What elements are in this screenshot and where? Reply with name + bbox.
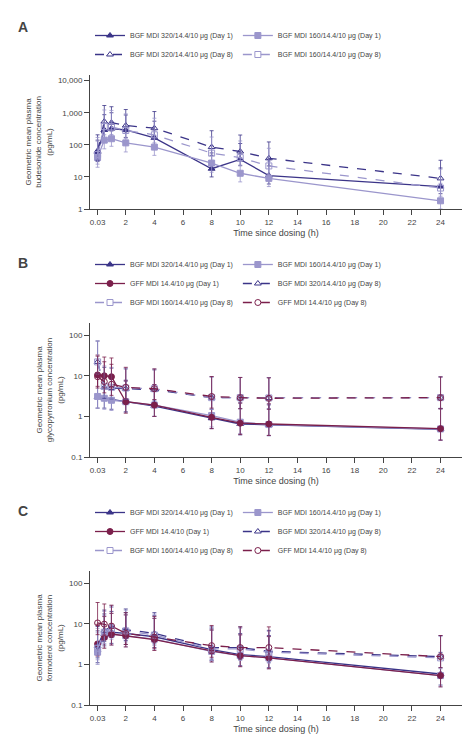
svg-text:0.03: 0.03 xyxy=(90,218,106,227)
svg-text:1,000: 1,000 xyxy=(62,109,83,118)
svg-text:100: 100 xyxy=(69,579,83,588)
svg-text:Geometric mean plasmaglycopyrr: Geometric mean plasmaglycopyrronium conc… xyxy=(35,338,65,443)
svg-text:6: 6 xyxy=(181,714,186,723)
svg-text:6: 6 xyxy=(181,218,186,227)
svg-text:0.1: 0.1 xyxy=(71,453,83,462)
svg-text:14: 14 xyxy=(293,714,302,723)
svg-text:8: 8 xyxy=(209,218,214,227)
svg-text:18: 18 xyxy=(350,466,359,475)
svg-text:10: 10 xyxy=(73,372,82,381)
svg-text:4: 4 xyxy=(152,714,157,723)
svg-text:Time since dosing (h): Time since dosing (h) xyxy=(233,724,319,734)
svg-text:GFF MDI 14.4/10 (Day 1): GFF MDI 14.4/10 (Day 1) xyxy=(130,528,209,536)
svg-text:GFF MDI 14.4/10 μg (Day 8): GFF MDI 14.4/10 μg (Day 8) xyxy=(278,299,367,307)
svg-text:BGF MDI 160/14.4/10 μg (Day 8): BGF MDI 160/14.4/10 μg (Day 8) xyxy=(278,51,381,59)
svg-text:10: 10 xyxy=(236,714,245,723)
svg-text:20: 20 xyxy=(379,714,388,723)
svg-text:12: 12 xyxy=(264,714,273,723)
svg-text:16: 16 xyxy=(322,466,331,475)
svg-text:BGF MDI 160/14.4/10 μg (Day 8): BGF MDI 160/14.4/10 μg (Day 8) xyxy=(130,547,233,555)
svg-text:16: 16 xyxy=(322,714,331,723)
svg-text:18: 18 xyxy=(350,218,359,227)
svg-text:16: 16 xyxy=(322,218,331,227)
svg-text:24: 24 xyxy=(436,466,445,475)
svg-text:2: 2 xyxy=(124,714,129,723)
svg-text:1: 1 xyxy=(78,205,83,214)
svg-text:BGF MDI 160/14.4/10 μg (Day 8): BGF MDI 160/14.4/10 μg (Day 8) xyxy=(130,299,233,307)
svg-text:100: 100 xyxy=(69,141,83,150)
svg-text:Time since dosing (h): Time since dosing (h) xyxy=(233,228,319,238)
svg-text:10: 10 xyxy=(73,173,82,182)
svg-text:24: 24 xyxy=(436,714,445,723)
svg-text:BGF MDI 160/14.4/10 μg (Day 1): BGF MDI 160/14.4/10 μg (Day 1) xyxy=(278,261,381,269)
svg-text:0.1: 0.1 xyxy=(71,701,83,710)
svg-text:100: 100 xyxy=(69,331,83,340)
svg-text:18: 18 xyxy=(350,714,359,723)
svg-text:14: 14 xyxy=(293,466,302,475)
svg-text:10: 10 xyxy=(236,218,245,227)
svg-text:20: 20 xyxy=(379,218,388,227)
svg-text:12: 12 xyxy=(264,218,273,227)
svg-text:BGF MDI 320/14.4/10 μg (Day 1): BGF MDI 320/14.4/10 μg (Day 1) xyxy=(130,509,233,517)
svg-text:12: 12 xyxy=(264,466,273,475)
svg-text:10: 10 xyxy=(236,466,245,475)
svg-text:2: 2 xyxy=(124,466,129,475)
svg-text:1: 1 xyxy=(78,412,83,421)
svg-text:C: C xyxy=(18,503,28,519)
svg-text:22: 22 xyxy=(407,714,416,723)
svg-text:BGF MDI 320/14.4/10 μg (Day 8): BGF MDI 320/14.4/10 μg (Day 8) xyxy=(278,528,381,536)
svg-text:14: 14 xyxy=(293,218,302,227)
svg-text:GFF MDI 14.4/10 μg (Day 1): GFF MDI 14.4/10 μg (Day 1) xyxy=(130,280,219,288)
svg-text:1: 1 xyxy=(78,660,83,669)
svg-text:22: 22 xyxy=(407,466,416,475)
svg-text:22: 22 xyxy=(407,218,416,227)
svg-text:BGF MDI 320/14.4/10 μg (Day 1): BGF MDI 320/14.4/10 μg (Day 1) xyxy=(130,261,233,269)
svg-text:Geometric mean plasmaformotero: Geometric mean plasmaformoterol concentr… xyxy=(35,594,65,682)
svg-text:BGF MDI 320/14.4/10 μg (Day 8): BGF MDI 320/14.4/10 μg (Day 8) xyxy=(278,280,381,288)
svg-text:10: 10 xyxy=(73,620,82,629)
svg-text:B: B xyxy=(18,255,28,271)
svg-text:BGF MDI 160/14.4/10 μg (Day 1): BGF MDI 160/14.4/10 μg (Day 1) xyxy=(278,32,381,40)
svg-text:Geometric mean plasmabudesonid: Geometric mean plasmabudesonide concentr… xyxy=(24,96,54,188)
svg-text:8: 8 xyxy=(209,714,214,723)
svg-text:BGF MDI 320/14.4/10 μg (Day 8): BGF MDI 320/14.4/10 μg (Day 8) xyxy=(130,51,233,59)
svg-text:10,000: 10,000 xyxy=(58,76,83,85)
svg-text:6: 6 xyxy=(181,466,186,475)
svg-text:0.03: 0.03 xyxy=(90,714,106,723)
svg-text:8: 8 xyxy=(209,466,214,475)
svg-text:GFF MDI 14.4/10 μg (Day 8): GFF MDI 14.4/10 μg (Day 8) xyxy=(278,547,367,555)
svg-text:24: 24 xyxy=(436,218,445,227)
svg-text:20: 20 xyxy=(379,466,388,475)
svg-text:4: 4 xyxy=(152,218,157,227)
svg-text:A: A xyxy=(18,19,28,35)
svg-text:4: 4 xyxy=(152,466,157,475)
svg-text:BGF MDI 320/14.4/10 μg (Day 1): BGF MDI 320/14.4/10 μg (Day 1) xyxy=(130,32,233,40)
svg-text:Time since dosing (h): Time since dosing (h) xyxy=(233,476,319,486)
svg-text:0.03: 0.03 xyxy=(90,466,106,475)
svg-text:2: 2 xyxy=(124,218,129,227)
svg-text:BGF MDI 160/14.4/10 μg (Day 1): BGF MDI 160/14.4/10 μg (Day 1) xyxy=(278,509,381,517)
